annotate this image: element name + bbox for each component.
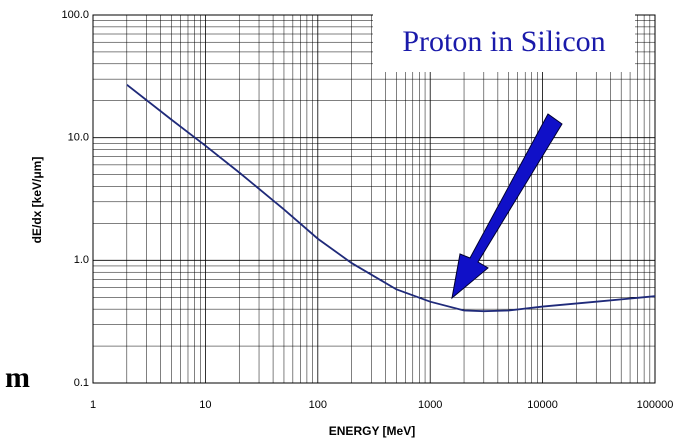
annotation-arrow: [451, 113, 563, 300]
x-tick-label: 100000: [637, 399, 674, 411]
annotation: Proton in Silicon: [402, 25, 605, 58]
edge-text: m: [5, 361, 30, 394]
y-axis-label: dE/dx [keV/μm]: [30, 157, 44, 244]
y-tick-label: 100.0: [61, 9, 89, 21]
x-tick-label: 10: [199, 399, 211, 411]
y-tick-label: 0.1: [74, 377, 89, 389]
y-tick-label: 1.0: [74, 254, 89, 266]
x-tick-label: 1000: [418, 399, 442, 411]
x-tick-label: 10000: [527, 399, 558, 411]
x-axis-label: ENERGY [MeV]: [329, 424, 415, 438]
annotation-box: [373, 12, 635, 72]
x-tick-label: 100: [309, 399, 327, 411]
x-tick-label: 1: [90, 399, 96, 411]
data-line: [126, 84, 656, 313]
y-tick-label: 10.0: [68, 132, 89, 144]
